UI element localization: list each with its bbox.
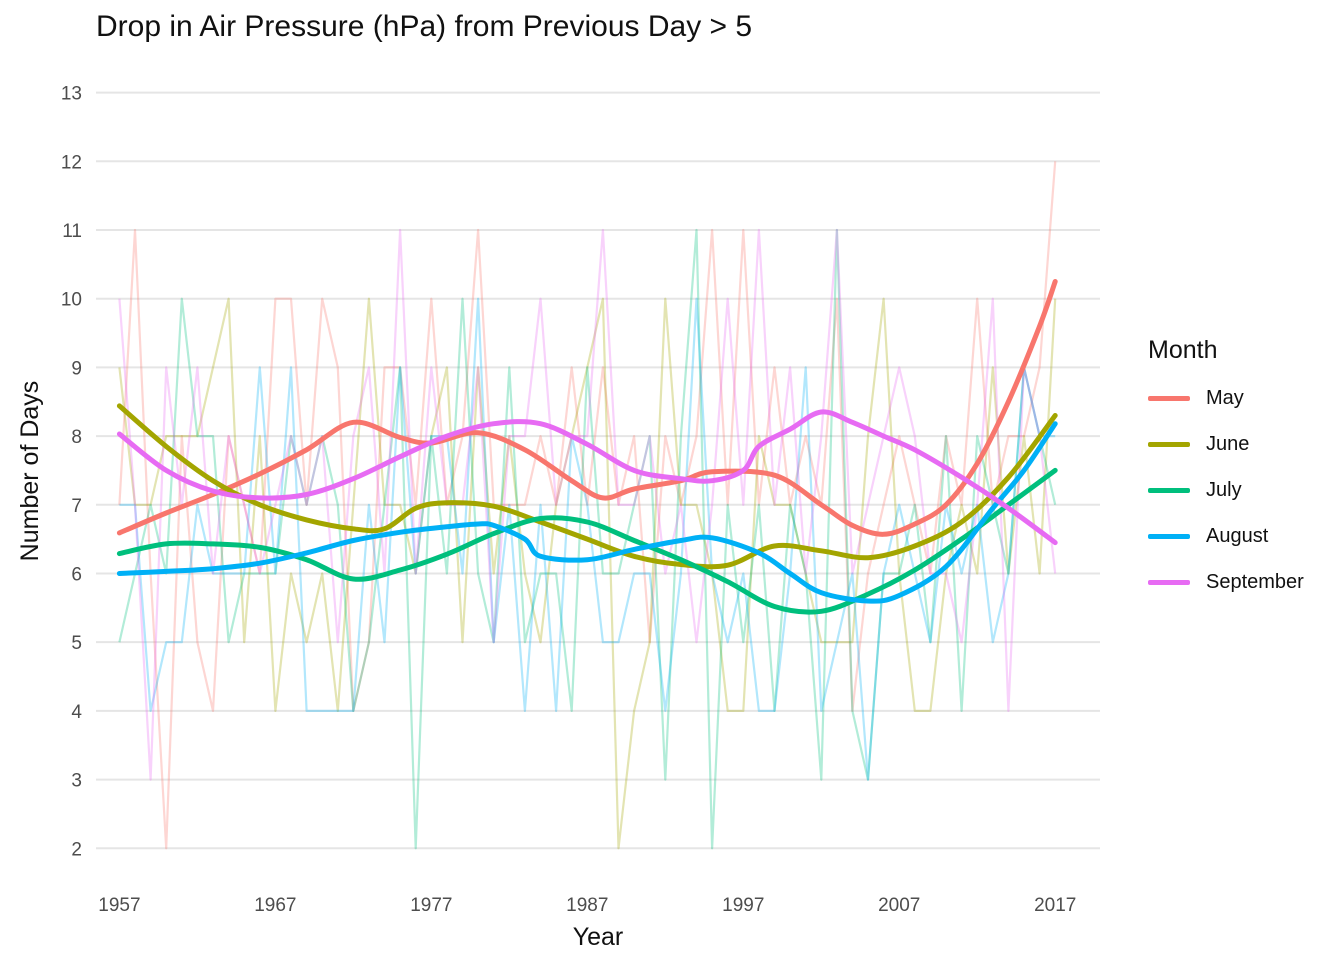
legend-item-july: July (1148, 467, 1304, 513)
legend-key-august (1148, 533, 1190, 539)
x-tick-label: 2007 (878, 895, 920, 916)
y-axis-ticks: 2 3 4 5 6 7 8 9 10 11 12 13 (61, 84, 83, 861)
smooth-line-september (116, 409, 1058, 546)
raw-line-september (118, 228, 1057, 781)
legend-title: Month (1148, 336, 1218, 364)
legend-key-may (1148, 395, 1190, 401)
y-tick-label: 6 (71, 564, 82, 585)
raw-series-lines (118, 161, 1057, 850)
x-tick-label: 1957 (98, 895, 140, 916)
x-tick-label: 1967 (254, 895, 296, 916)
x-tick-label: 1987 (566, 895, 608, 916)
y-tick-label: 9 (71, 358, 82, 379)
smooth-line-august (116, 421, 1058, 604)
legend-label: June (1206, 432, 1250, 455)
legend-item-may: May (1148, 375, 1304, 421)
gridlines (96, 91, 1100, 850)
x-tick-label: 1997 (722, 895, 764, 916)
y-tick-label: 10 (61, 290, 82, 311)
raw-line-july (118, 228, 1057, 850)
legend: Month May June July August September (1148, 336, 1304, 605)
y-tick-label: 2 (71, 839, 82, 860)
legend-key-september (1148, 579, 1190, 585)
y-tick-label: 7 (71, 496, 82, 517)
plot-area: 2 3 4 5 6 7 8 9 10 11 12 13 1957 1967 1977 1987 1997 200… (16, 84, 1100, 951)
legend-label: August (1206, 524, 1269, 547)
y-tick-label: 5 (71, 633, 82, 654)
x-tick-label: 2017 (1034, 895, 1076, 916)
x-tick-label: 1977 (410, 895, 452, 916)
smooth-line-may (116, 279, 1058, 537)
x-axis-ticks: 1957 1967 1977 1987 1997 2007 2017 (98, 895, 1076, 916)
chart-title: Drop in Air Pressure (hPa) from Previous… (96, 10, 753, 43)
y-tick-label: 11 (62, 221, 82, 242)
smooth-line-june (116, 403, 1058, 570)
smoothed-series-lines (116, 279, 1058, 615)
legend-label: May (1206, 386, 1244, 409)
x-axis-title: Year (573, 923, 624, 951)
y-axis-title: Number of Days (16, 381, 44, 562)
y-tick-label: 8 (71, 427, 82, 448)
y-tick-label: 3 (71, 771, 82, 792)
legend-key-june (1148, 441, 1190, 447)
legend-label: July (1206, 478, 1242, 501)
raw-line-may (118, 161, 1057, 850)
legend-label: September (1206, 570, 1304, 593)
raw-line-june (118, 297, 1057, 850)
legend-item-june: June (1148, 421, 1304, 467)
legend-item-august: August (1148, 513, 1304, 559)
smooth-line-july (116, 467, 1058, 615)
legend-key-july (1148, 487, 1190, 493)
y-tick-label: 13 (61, 84, 82, 105)
y-tick-label: 4 (71, 702, 82, 723)
legend-item-september: September (1148, 559, 1304, 605)
legend-items: May June July August September (1148, 375, 1304, 605)
raw-line-august (119, 297, 1056, 781)
y-tick-label: 12 (61, 152, 82, 173)
